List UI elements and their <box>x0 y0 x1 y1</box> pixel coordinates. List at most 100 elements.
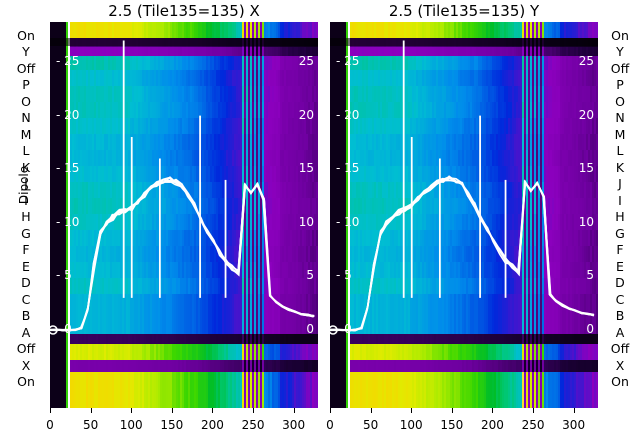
panel-title-y: 2.5 (Tile135=135) Y <box>388 2 540 20</box>
dipole-label-o-4: O <box>21 93 31 109</box>
waterfall-band <box>50 86 318 102</box>
x-tick-label-100: 100 <box>399 418 423 432</box>
x-tick-mark <box>90 408 92 413</box>
waterfall-band <box>330 246 598 262</box>
dipole-labels-left: On Y Off P O N M L K J I H G F E D C B A Off X On <box>6 0 46 440</box>
band-separator <box>330 38 598 46</box>
dipole-label-d-15: D <box>21 275 31 291</box>
dipole-label-l-7: L <box>616 143 624 159</box>
waterfall-band <box>50 22 318 38</box>
dipole-label-c-16: C <box>21 291 31 307</box>
x-tick-mark <box>411 408 413 413</box>
dipole-label-on-0: On <box>17 28 35 43</box>
x-tick-mark <box>131 408 133 413</box>
x-tick-label-250: 250 <box>241 418 265 432</box>
waterfall-band <box>50 230 318 246</box>
dipole-label-on-21: On <box>611 374 629 389</box>
x-tick-mark <box>533 408 535 413</box>
x-tick-mark <box>212 408 214 413</box>
x-tick-label-50: 50 <box>362 418 379 432</box>
waterfall-band <box>50 294 318 334</box>
dipole-label-m-6: M <box>614 126 626 142</box>
waterfall-band <box>50 344 318 360</box>
dipole-label-x-20: X <box>615 357 625 373</box>
dipole-label-y-1: Y <box>616 44 624 60</box>
dipole-labels-right: On Y Off P O N M L K J I H G F E D C B A Off X On <box>600 0 640 440</box>
band-separator <box>50 38 318 46</box>
x-axis-panel-y: 0 50 100 150 200 250 300 <box>326 408 598 438</box>
x-tick-mark <box>370 408 372 413</box>
dipole-label-a-18: A <box>21 324 31 340</box>
dipole-label-on-0: On <box>611 28 629 43</box>
bandpass-trace-y <box>330 40 595 335</box>
x-tick-label-0: 0 <box>46 418 54 432</box>
waterfall-panel-x[interactable] <box>50 22 318 408</box>
waterfall-band <box>330 102 598 118</box>
dipole-label-h-11: H <box>21 209 31 225</box>
dipole-label-l-7: L <box>22 143 30 159</box>
x-tick-label-150: 150 <box>440 418 464 432</box>
waterfall-band <box>330 344 598 360</box>
x-tick-mark <box>293 408 295 413</box>
dipole-label-off-19: Off <box>16 341 36 357</box>
waterfall-band <box>50 47 318 56</box>
waterfall-band <box>330 47 598 56</box>
x-tick-mark <box>253 408 255 413</box>
dipole-label-n-5: N <box>615 110 625 126</box>
dipole-label-j-9: J <box>24 176 28 192</box>
waterfall-band <box>330 70 598 86</box>
x-tick-label-300: 300 <box>282 418 306 432</box>
waterfall-band <box>330 182 598 198</box>
dipole-label-j-9: J <box>618 176 622 192</box>
x-tick-mark <box>330 408 331 413</box>
dipole-label-off-2: Off <box>610 60 630 76</box>
x-tick-label-0: 0 <box>326 418 334 432</box>
dipole-label-g-12: G <box>21 225 31 241</box>
x-axis-panel-x: 0 50 100 150 200 250 300 <box>46 408 318 438</box>
dipole-label-y-1: Y <box>22 44 30 60</box>
dipole-label-f-13: F <box>22 242 30 258</box>
dipole-label-e-14: E <box>22 258 30 274</box>
waterfall-band <box>50 182 318 198</box>
dipole-label-b-17: B <box>615 308 625 324</box>
dipole-label-p-3: P <box>616 77 624 93</box>
x-tick-label-200: 200 <box>200 418 224 432</box>
waterfall-band <box>330 372 598 408</box>
dipole-label-k-8: K <box>21 159 31 175</box>
waterfall-band <box>330 56 598 70</box>
dipole-label-c-16: C <box>615 291 625 307</box>
dipole-label-d-15: D <box>615 275 625 291</box>
waterfall-band <box>50 118 318 134</box>
waterfall-band <box>330 230 598 246</box>
waterfall-band <box>50 334 318 344</box>
waterfall-panel-y[interactable] <box>330 22 598 408</box>
dipole-label-on-21: On <box>17 374 35 389</box>
x-tick-label-300: 300 <box>562 418 586 432</box>
waterfall-band <box>330 22 598 38</box>
dipole-label-e-14: E <box>616 258 624 274</box>
dipole-label-n-5: N <box>21 110 31 126</box>
dipole-label-i-10: I <box>24 192 28 208</box>
waterfall-band <box>330 166 598 182</box>
waterfall-band <box>50 360 318 372</box>
dipole-label-x-20: X <box>21 357 31 373</box>
dipole-label-off-2: Off <box>16 60 36 76</box>
dipole-label-h-11: H <box>615 209 625 225</box>
dipole-label-f-13: F <box>616 242 624 258</box>
waterfall-band <box>330 86 598 102</box>
x-tick-mark <box>573 408 575 413</box>
dipole-label-g-12: G <box>615 225 625 241</box>
dipole-label-off-19: Off <box>610 341 630 357</box>
dipole-label-m-6: M <box>20 126 32 142</box>
waterfall-band <box>50 198 318 214</box>
bandpass-trace-x <box>50 40 315 335</box>
waterfall-band <box>50 278 318 294</box>
x-tick-label-100: 100 <box>119 418 143 432</box>
waterfall-band <box>50 150 318 166</box>
waterfall-band <box>50 70 318 86</box>
dipole-label-i-10: I <box>618 192 622 208</box>
x-tick-mark <box>171 408 173 413</box>
x-tick-label-200: 200 <box>480 418 504 432</box>
x-tick-mark <box>492 408 494 413</box>
